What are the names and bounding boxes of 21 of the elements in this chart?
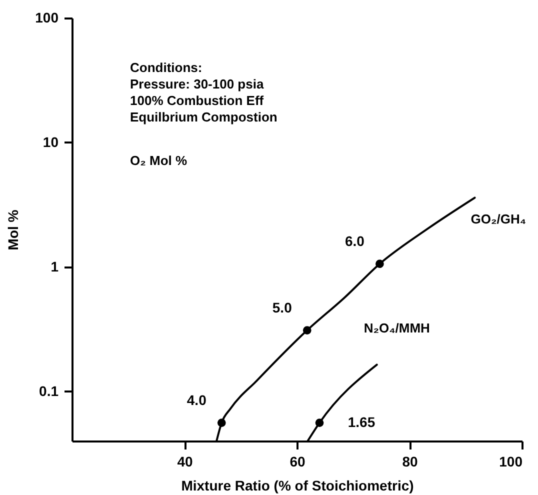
series-label: GO₂/GH₄ xyxy=(470,212,526,227)
y-tick-label: 1 xyxy=(50,258,59,274)
annotation: 1.65 xyxy=(348,414,376,430)
annotation: 6.0 xyxy=(344,232,365,249)
x-axis-title: Mixture Ratio (% of Stoichiometric) xyxy=(181,478,414,494)
x-tick-label: 60 xyxy=(290,454,306,470)
x-tick-label: 80 xyxy=(402,454,418,470)
annotation: Conditions: xyxy=(130,60,202,75)
annotation: O₂ Mol % xyxy=(130,153,188,168)
y-tick-label: 100 xyxy=(35,10,59,26)
x-tick-label: 100 xyxy=(499,454,523,470)
y-tick-label: 0.1 xyxy=(39,382,59,399)
annotation: Equilbrium Compostion xyxy=(130,110,278,124)
annotation: Pressure: 30-100 psia xyxy=(130,76,264,92)
text: N₂O₄/MMH xyxy=(364,320,430,336)
annotation: 5.0 xyxy=(272,299,292,316)
annotation: 100% Combustion Eff xyxy=(130,93,264,108)
y-tick-label: 10 xyxy=(42,134,59,150)
x-tick-label: 40 xyxy=(177,454,193,470)
annotation: 4.0 xyxy=(186,392,207,408)
y-axis-title: Mol % xyxy=(5,209,22,250)
